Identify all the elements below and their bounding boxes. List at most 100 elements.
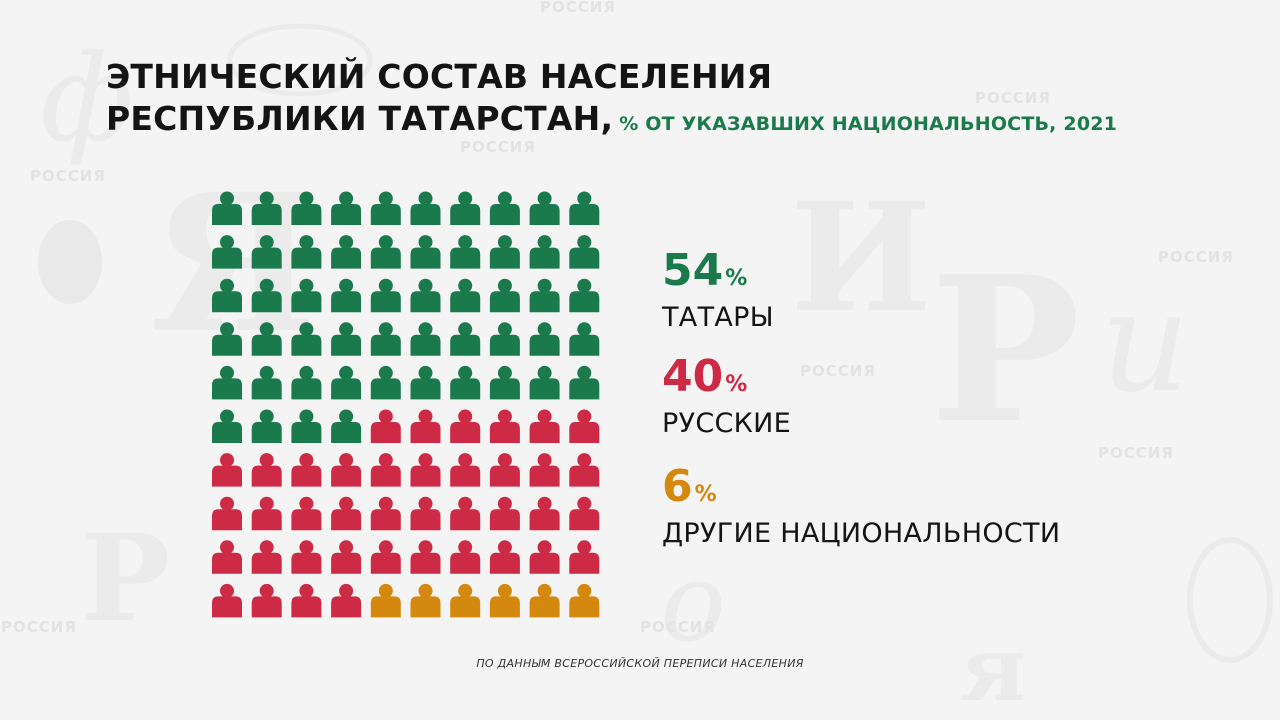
- person-icon: [489, 322, 520, 356]
- person-icon: [370, 453, 401, 487]
- legend-percent-sign: %: [694, 482, 717, 507]
- person-icon: [450, 409, 481, 443]
- page-title: ЭТНИЧЕСКИЙ СОСТАВ НАСЕЛЕНИЯ РЕСПУБЛИКИ Т…: [106, 56, 1117, 145]
- legend-percent: 6%: [662, 464, 1060, 518]
- legend-label: РУССКИЕ: [662, 408, 791, 439]
- person-icon: [450, 583, 481, 618]
- person-icon: [450, 278, 481, 313]
- person-icon: [489, 191, 520, 225]
- legend-item-russians: 40% РУССКИЕ: [662, 354, 791, 440]
- person-icon: [370, 496, 401, 531]
- person-icon: [529, 540, 560, 574]
- person-icon: [529, 409, 560, 443]
- person-icon: [450, 540, 481, 574]
- person-icon: [569, 365, 600, 400]
- person-icon: [450, 365, 481, 400]
- person-icon: [450, 322, 481, 356]
- person-icon: [331, 409, 362, 443]
- legend-percent-value: 6: [662, 461, 693, 512]
- bg-watermark: РОССИЯ: [1098, 444, 1174, 462]
- person-icon: [489, 278, 520, 313]
- legend-item-others: 6% ДРУГИЕ НАЦИОНАЛЬНОСТИ: [662, 464, 1060, 550]
- person-icon: [410, 235, 441, 269]
- person-icon: [489, 583, 520, 618]
- person-icon: [331, 322, 362, 356]
- bg-glyph-letter: ф: [40, 30, 134, 169]
- person-icon: [410, 409, 441, 443]
- person-icon: [331, 496, 362, 531]
- bg-watermark: РОССИЯ: [800, 362, 876, 380]
- person-icon: [569, 278, 600, 313]
- bg-watermark: РОССИЯ: [640, 618, 716, 636]
- person-icon: [370, 540, 401, 574]
- bg-ornament: [227, 23, 373, 97]
- person-icon: [212, 453, 242, 487]
- person-icon: [529, 496, 560, 531]
- bg-ornament: [38, 220, 102, 304]
- person-icon: [251, 496, 282, 531]
- person-icon: [450, 453, 481, 487]
- bg-glyph-letter: и: [1100, 261, 1190, 424]
- person-icon: [291, 583, 322, 618]
- person-icon: [212, 191, 242, 225]
- person-icon: [212, 409, 242, 443]
- person-icon: [489, 235, 520, 269]
- person-icon: [291, 453, 322, 487]
- title-line-2: РЕСПУБЛИКИ ТАТАРСТАН,% ОТ УКАЗАВШИХ НАЦИ…: [106, 98, 1117, 145]
- bg-glyph-letter: И: [790, 170, 932, 346]
- person-icon: [489, 496, 520, 531]
- person-icon: [410, 540, 441, 574]
- person-icon: [569, 583, 600, 618]
- person-icon: [370, 583, 401, 618]
- title-line-1: ЭТНИЧЕСКИЙ СОСТАВ НАСЕЛЕНИЯ: [106, 57, 773, 96]
- bg-watermark: РОССИЯ: [540, 0, 616, 16]
- person-icon: [212, 540, 242, 574]
- person-icon: [212, 235, 242, 269]
- person-icon: [212, 496, 242, 531]
- person-icon: [291, 235, 322, 269]
- source-note: ПО ДАННЫМ ВСЕРОССИЙСКОЙ ПЕРЕПИСИ НАСЕЛЕН…: [476, 657, 804, 670]
- person-icon: [529, 278, 560, 313]
- legend-percent-value: 54: [662, 245, 724, 296]
- person-icon: [489, 365, 520, 400]
- person-icon: [212, 278, 242, 313]
- person-icon: [450, 191, 481, 225]
- legend-label: ТАТАРЫ: [662, 302, 774, 333]
- person-icon: [291, 278, 322, 313]
- person-icon: [291, 540, 322, 574]
- person-icon: [370, 409, 401, 443]
- person-icon: [251, 191, 282, 225]
- bg-glyph-letter: я: [960, 616, 1027, 720]
- person-icon: [251, 583, 282, 618]
- person-icon: [370, 365, 401, 400]
- bg-ornament: [1187, 537, 1273, 663]
- legend-percent-sign: %: [725, 266, 748, 291]
- bg-watermark: РОССИЯ: [975, 89, 1051, 107]
- person-icon: [410, 322, 441, 356]
- person-icon: [410, 278, 441, 313]
- pictogram-chart: [212, 191, 600, 618]
- person-icon: [251, 322, 282, 356]
- person-icon: [450, 235, 481, 269]
- person-icon: [331, 540, 362, 574]
- person-icon: [569, 453, 600, 487]
- person-icon: [331, 191, 362, 225]
- bg-glyph-letter: Р: [930, 233, 1080, 468]
- bg-watermark: РОССИЯ: [1158, 248, 1234, 266]
- title-line-2-text: РЕСПУБЛИКИ ТАТАРСТАН,: [106, 99, 614, 138]
- legend-percent-value: 40: [662, 351, 724, 402]
- person-icon: [529, 365, 560, 400]
- person-icon: [331, 365, 362, 400]
- bg-watermark: РОССИЯ: [1, 618, 77, 636]
- person-icon: [529, 322, 560, 356]
- bg-glyph-letter: Р: [80, 508, 170, 649]
- person-icon: [212, 583, 242, 618]
- bg-glyph-letter: о: [660, 538, 726, 666]
- person-icon: [529, 453, 560, 487]
- person-icon: [331, 453, 362, 487]
- person-icon: [331, 583, 362, 618]
- person-icon: [251, 409, 282, 443]
- person-icon: [489, 540, 520, 574]
- person-icon: [370, 322, 401, 356]
